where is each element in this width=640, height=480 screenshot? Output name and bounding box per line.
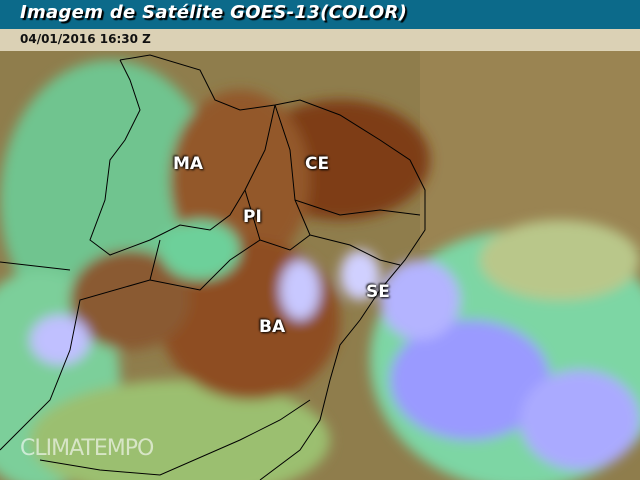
state-label-pi: PI bbox=[243, 207, 262, 227]
image-title: Imagem de Satélite GOES-13(COLOR) bbox=[20, 2, 408, 23]
state-borders bbox=[0, 54, 426, 480]
watermark: CLIMATEMPO bbox=[20, 436, 154, 461]
title-bar: Imagem de Satélite GOES-13(COLOR) bbox=[0, 0, 640, 29]
state-label-ma: MA bbox=[173, 154, 204, 174]
state-label-ce: CE bbox=[305, 154, 330, 174]
timestamp: 04/01/2016 16:30 Z bbox=[20, 32, 151, 46]
state-label-se: SE bbox=[366, 282, 390, 302]
timestamp-bar: 04/01/2016 16:30 Z bbox=[0, 29, 640, 51]
state-label-ba: BA bbox=[259, 317, 286, 337]
